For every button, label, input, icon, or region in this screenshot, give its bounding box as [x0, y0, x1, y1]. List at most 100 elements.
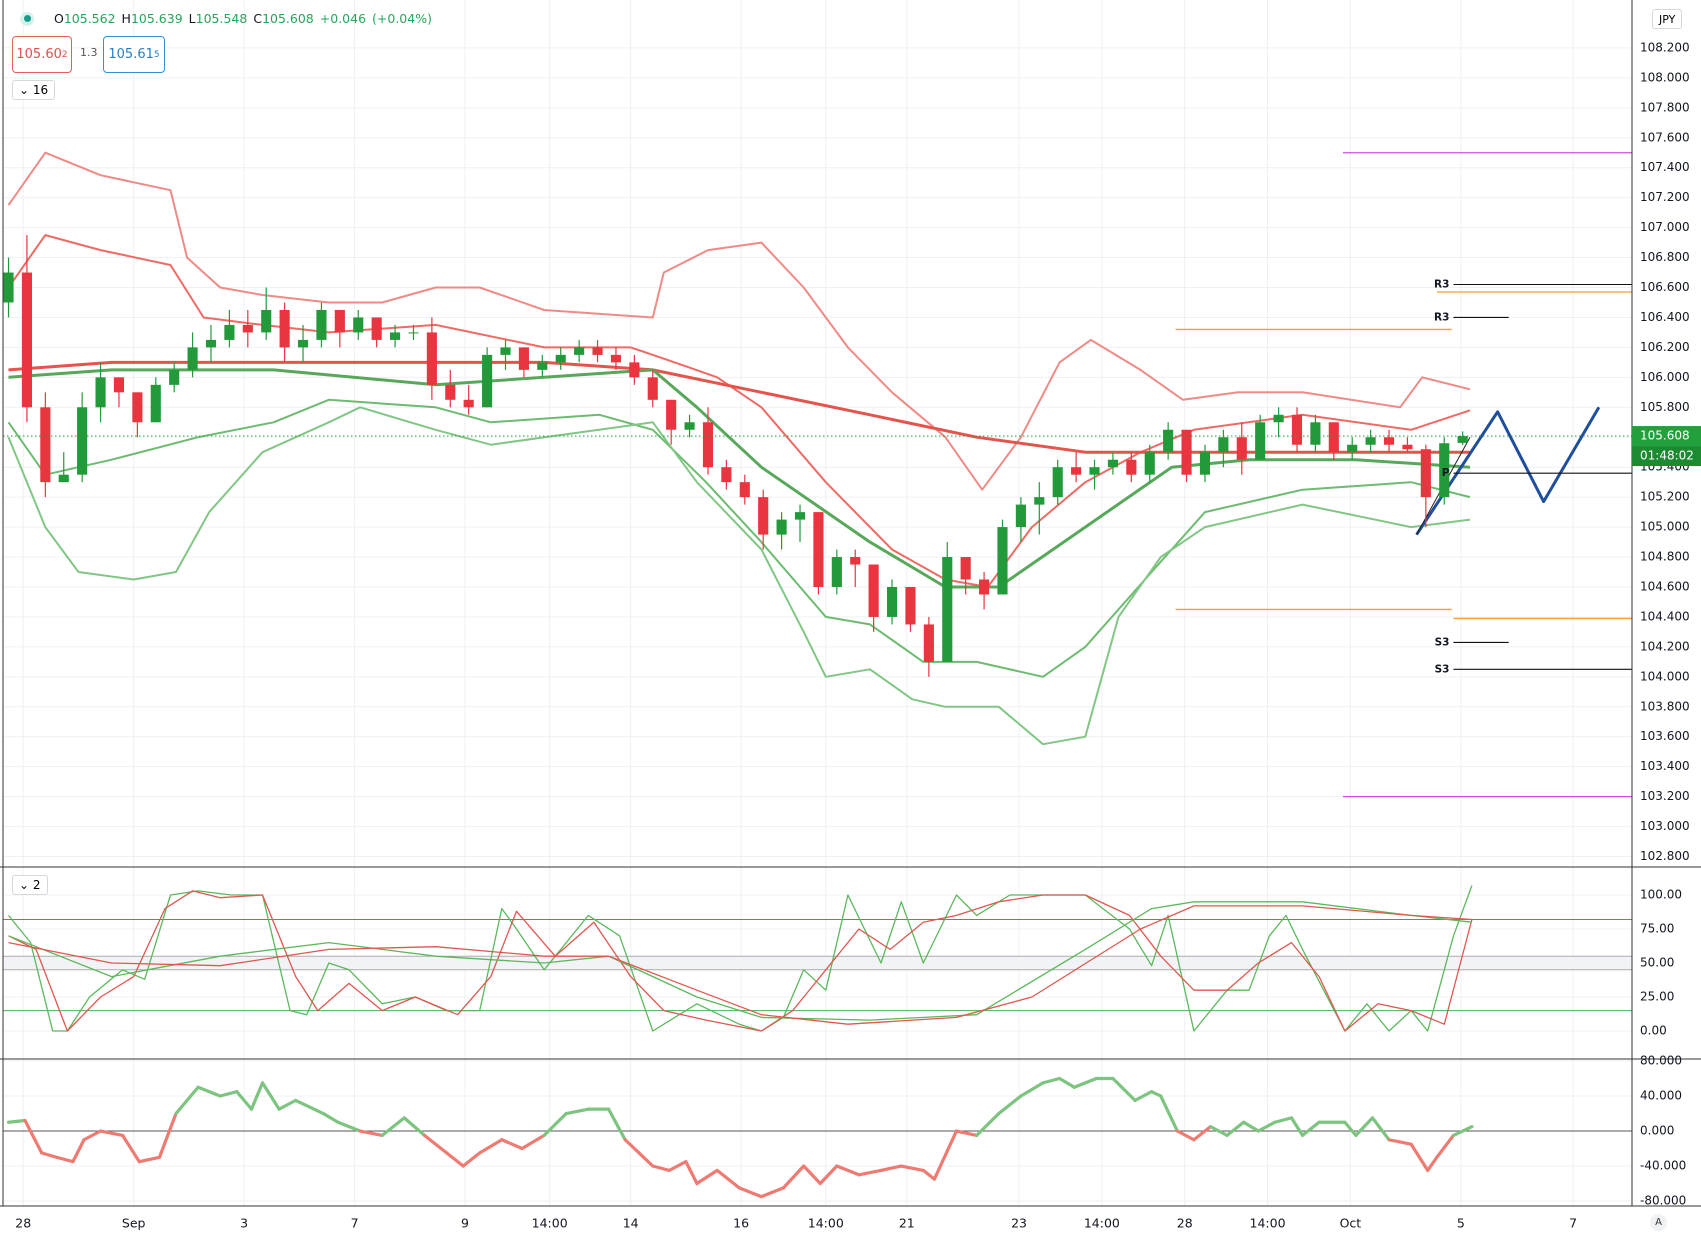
- momentum-segment: [667, 1160, 688, 1172]
- y-tick-label: 104.800: [1640, 550, 1690, 564]
- candle-body: [334, 309, 345, 333]
- momentum-segment: [500, 1138, 524, 1151]
- momentum-segment: [40, 1151, 58, 1159]
- momentum-segment: [358, 1129, 384, 1137]
- candle-body: [1126, 459, 1137, 475]
- label: L: [188, 11, 196, 26]
- candle-body: [518, 347, 529, 370]
- momentum-segment: [235, 1090, 254, 1111]
- bid: 105.60: [16, 47, 62, 62]
- grid: [2, 0, 1633, 1206]
- y-tick-label: 104.200: [1640, 639, 1690, 653]
- momentum-segment: [380, 1116, 406, 1137]
- momentum-segment: [1387, 1138, 1413, 1146]
- pivot-label: R3: [1434, 311, 1449, 323]
- candle-body: [408, 332, 419, 334]
- auto-scale-button[interactable]: A: [1650, 1214, 1667, 1231]
- momentum-segment: [321, 1111, 340, 1124]
- countdown-label: 01:48:02: [1640, 449, 1694, 463]
- line: [8, 901, 1472, 1021]
- momentum-segment: [218, 1090, 239, 1098]
- candle-body: [574, 347, 585, 355]
- momentum-segment: [137, 1155, 162, 1164]
- candle-body: [794, 512, 806, 520]
- y-tick-label: 106.400: [1640, 310, 1690, 324]
- candle-body: [1107, 459, 1118, 468]
- candle-body: [150, 384, 161, 423]
- momentum-segment: [445, 1151, 465, 1168]
- momentum-segment: [461, 1151, 482, 1168]
- candle-body: [205, 339, 217, 348]
- last-price-tag: [1632, 426, 1701, 447]
- momentum-segment: [997, 1094, 1023, 1116]
- ohlc-legend: O105.562 H105.639 L105.548 C105.608 +0.0…: [20, 11, 432, 26]
- momentum-segment: [932, 1129, 959, 1181]
- x-tick-label: 7: [1569, 1216, 1577, 1231]
- candle-body: [463, 399, 474, 408]
- line: [7, 406, 1471, 746]
- line: [7, 151, 1471, 491]
- line: [7, 398, 1471, 678]
- candle-body: [1218, 437, 1229, 453]
- candle-body: [1310, 422, 1321, 445]
- momentum-segment: [98, 1129, 125, 1137]
- candle-body: [739, 482, 750, 498]
- y-tick-label: 107.400: [1640, 160, 1690, 174]
- y-tick-label: -80.000: [1640, 1194, 1686, 1208]
- x-tick-label: 3: [240, 1216, 248, 1231]
- candle-body: [610, 354, 622, 363]
- sell-button[interactable]: 105.60 2: [12, 36, 72, 73]
- y-tick-label: 103.600: [1640, 729, 1690, 743]
- candle-body: [1163, 429, 1174, 453]
- y-tick-label: 103.400: [1640, 759, 1690, 773]
- candle-body: [1071, 467, 1082, 475]
- y-tick-label: 107.000: [1640, 220, 1690, 234]
- candle-body: [1144, 452, 1155, 475]
- candle-body: [1420, 449, 1431, 498]
- candle-body: [3, 272, 14, 303]
- x-tick-label: Sep: [122, 1216, 146, 1231]
- momentum-segment: [1343, 1120, 1358, 1137]
- band: [2, 955, 1633, 971]
- candle-body: [187, 347, 198, 370]
- candle-body: [1089, 467, 1100, 475]
- study-count: 16: [32, 83, 49, 97]
- candle-body: [77, 407, 88, 475]
- candle-body: [1402, 444, 1413, 450]
- collapse-button[interactable]: ⌄ 2: [12, 875, 48, 895]
- x-tick-label: 14: [623, 1216, 639, 1231]
- momentum-segment: [1289, 1116, 1305, 1137]
- currency-button[interactable]: JPY: [1652, 9, 1683, 29]
- candle-body: [886, 586, 898, 617]
- candle-body: [555, 354, 566, 363]
- candle-body: [1236, 437, 1247, 460]
- pivot-label: S3: [1435, 663, 1450, 675]
- change-pct: (+0.04%): [372, 11, 432, 26]
- candle-body: [95, 377, 106, 408]
- candle-body: [1439, 443, 1450, 498]
- candle-body: [1383, 437, 1395, 445]
- momentum-segment: [1041, 1076, 1062, 1085]
- momentum-segment: [196, 1085, 222, 1098]
- y-tick-label: 103.000: [1640, 819, 1690, 833]
- y-tick-label: 105.200: [1640, 490, 1690, 504]
- value: 105.548: [195, 11, 248, 26]
- momentum-segment: [737, 1186, 763, 1199]
- candle-body: [445, 384, 456, 400]
- momentum-segment: [564, 1107, 590, 1116]
- x-tick-label: 16: [733, 1216, 749, 1231]
- momentum-segment: [1057, 1076, 1076, 1089]
- momentum-segment: [835, 1164, 861, 1177]
- ask-pip: 5: [153, 49, 160, 60]
- y-tick-label: 0.00: [1640, 1023, 1667, 1037]
- candle-body: [1365, 437, 1376, 445]
- candle-body: [261, 309, 272, 333]
- line: [8, 368, 1471, 589]
- momentum-segment: [1111, 1076, 1137, 1102]
- collapse-button[interactable]: ⌄ 16: [12, 80, 56, 100]
- ohlc-close: C105.608: [253, 11, 313, 26]
- x-tick-label: 9: [461, 1216, 469, 1231]
- buy-button[interactable]: 105.61 5: [103, 36, 165, 73]
- y-tick-label: -40.000: [1640, 1159, 1686, 1173]
- x-tick-label: 7: [351, 1216, 359, 1231]
